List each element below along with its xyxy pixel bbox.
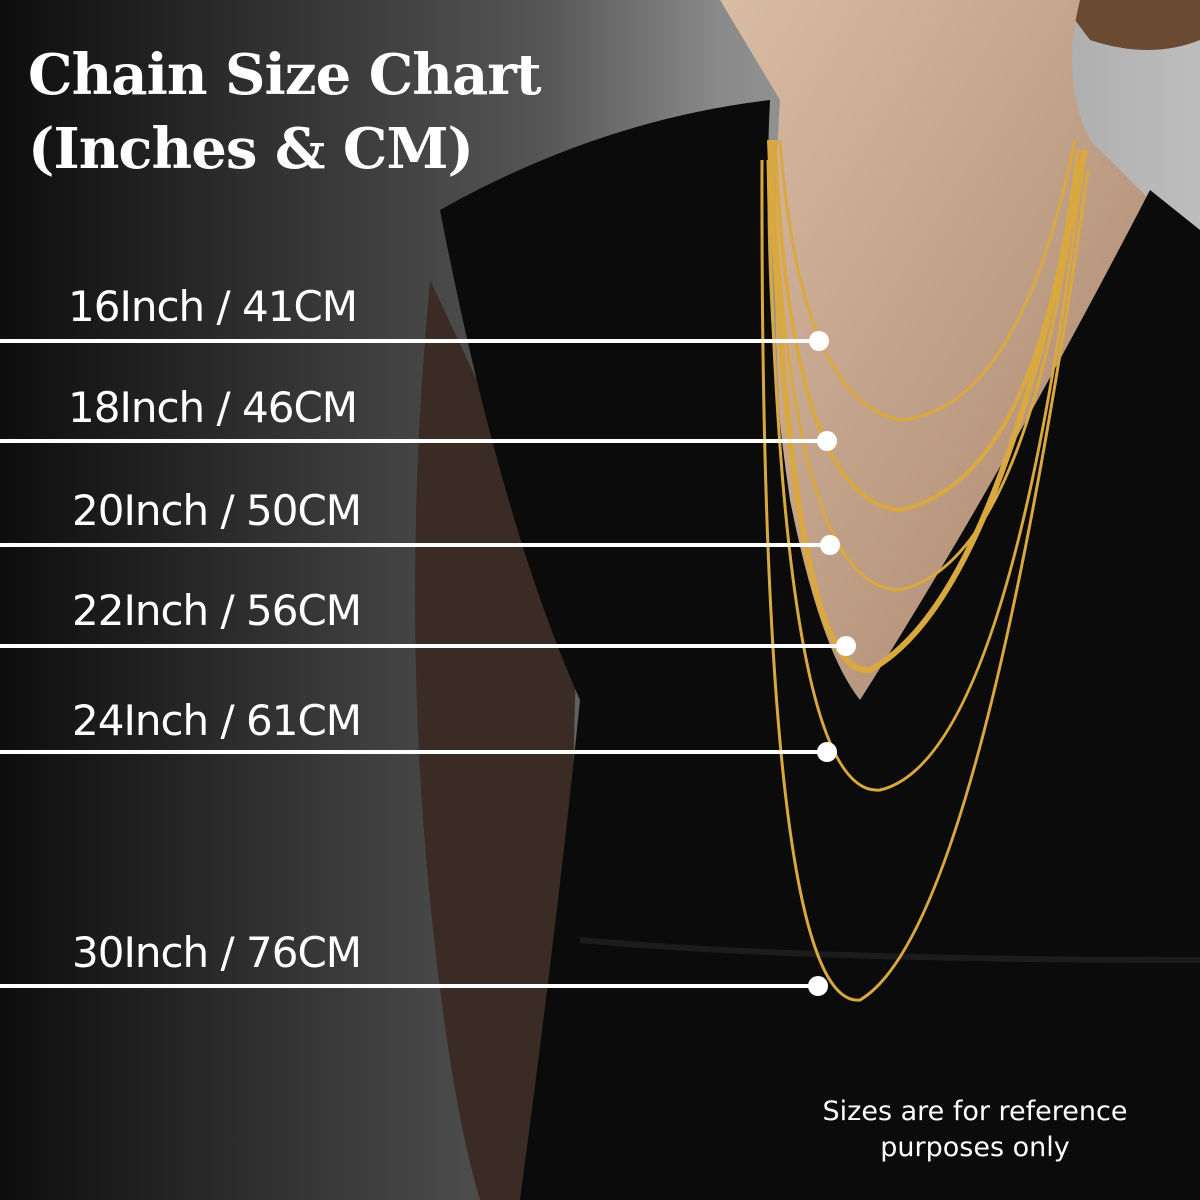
size-dot-22 <box>836 636 856 656</box>
dress-fold <box>579 937 1200 963</box>
title-line-1: Chain Size Chart <box>28 42 542 108</box>
size-dot-24 <box>817 742 837 762</box>
reference-note: Sizes are for reference purposes only <box>790 1094 1160 1166</box>
page-title: Chain Size Chart (Inches & CM) <box>28 38 542 186</box>
size-markers <box>0 331 856 996</box>
dress <box>440 100 1200 1200</box>
size-label-18: 18Inch / 46CM <box>68 383 358 432</box>
size-label-24: 24Inch / 61CM <box>72 696 362 745</box>
chain-20 <box>770 149 1082 592</box>
chain-30 <box>760 159 1090 1002</box>
size-dot-16 <box>809 331 829 351</box>
title-line-2: (Inches & CM) <box>28 116 474 182</box>
size-dot-20 <box>820 535 840 555</box>
note-line-2: purposes only <box>880 1132 1070 1163</box>
chain-16 <box>778 139 1077 422</box>
gold-chains <box>760 139 1090 1002</box>
chain-22 <box>767 139 1088 674</box>
size-label-22: 22Inch / 56CM <box>72 586 362 635</box>
size-dot-30 <box>808 976 828 996</box>
note-line-1: Sizes are for reference <box>822 1096 1128 1127</box>
size-label-20: 20Inch / 50CM <box>72 486 362 535</box>
size-dot-18 <box>817 431 837 451</box>
chain-24 <box>766 159 1084 792</box>
skin-neck-chest <box>720 0 1150 700</box>
size-label-16: 16Inch / 41CM <box>68 282 358 331</box>
size-label-30: 30Inch / 76CM <box>72 928 362 977</box>
hair <box>1060 0 1200 50</box>
